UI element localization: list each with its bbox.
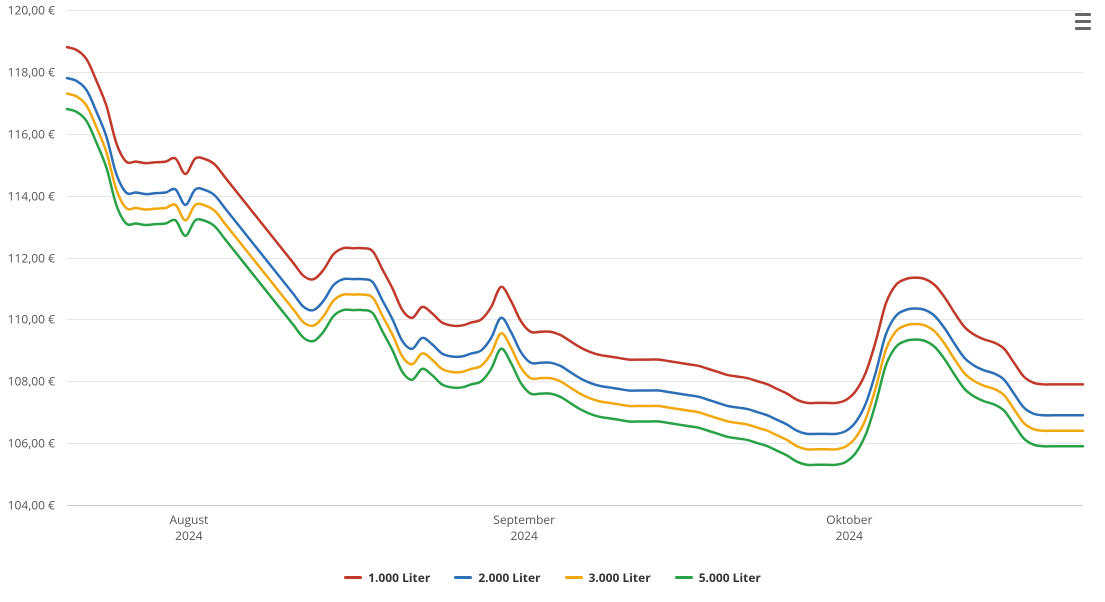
plot-area — [0, 0, 1105, 602]
series-1.000-Liter — [67, 47, 1083, 403]
legend-label: 1.000 Liter — [368, 569, 430, 586]
legend-item[interactable]: 5.000 Liter — [675, 569, 761, 586]
legend-swatch — [675, 576, 693, 579]
legend-item[interactable]: 1.000 Liter — [344, 569, 430, 586]
legend-label: 2.000 Liter — [478, 569, 540, 586]
legend-item[interactable]: 2.000 Liter — [454, 569, 540, 586]
legend-swatch — [454, 576, 472, 579]
legend-label: 3.000 Liter — [589, 569, 651, 586]
series-5.000-Liter — [67, 109, 1083, 465]
legend: 1.000 Liter 2.000 Liter 3.000 Liter 5.000 L… — [0, 566, 1105, 586]
legend-label: 5.000 Liter — [699, 569, 761, 586]
legend-swatch — [565, 576, 583, 579]
series-3.000-Liter — [67, 94, 1083, 450]
series-2.000-Liter — [67, 78, 1083, 434]
price-line-chart: 104,00 €106,00 €108,00 €110,00 €112,00 €… — [0, 0, 1105, 602]
legend-swatch — [344, 576, 362, 579]
legend-item[interactable]: 3.000 Liter — [565, 569, 651, 586]
